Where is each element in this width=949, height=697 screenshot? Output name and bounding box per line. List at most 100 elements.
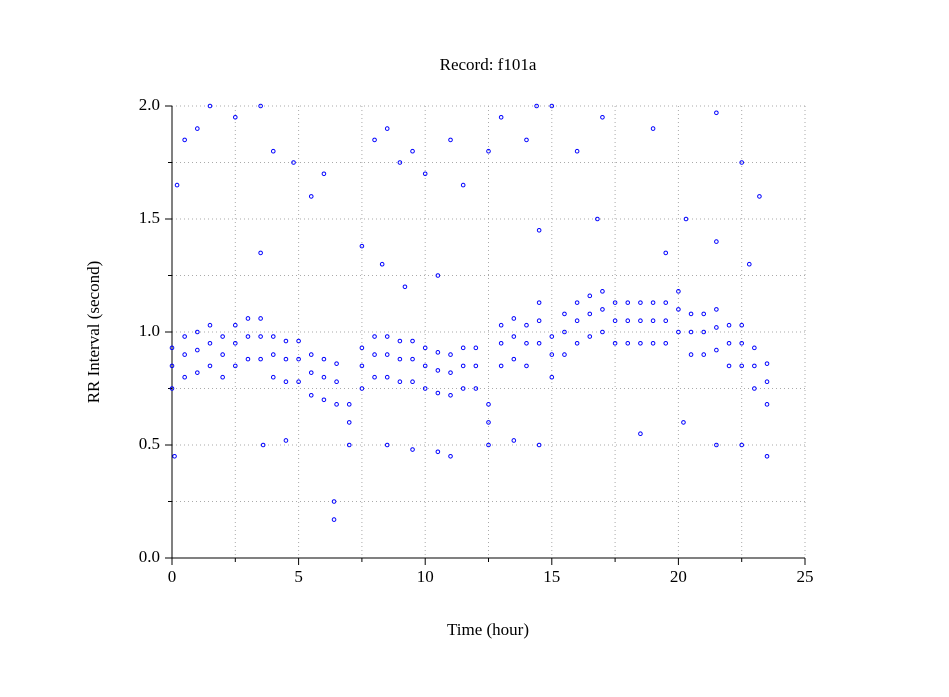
point (258, 356, 263, 362)
point (321, 171, 327, 177)
point (714, 347, 719, 353)
point (410, 148, 415, 154)
point (296, 379, 301, 385)
point (448, 352, 453, 357)
y-tick-label: 1.0 (139, 321, 160, 340)
point (587, 293, 593, 299)
point (688, 311, 694, 317)
point (460, 363, 466, 369)
x-axis-label: Time (hour) (447, 620, 529, 639)
point (435, 390, 441, 396)
point (258, 334, 263, 339)
point (372, 352, 377, 357)
point (372, 334, 377, 339)
y-tick-label: 0.5 (139, 434, 160, 453)
point (296, 356, 301, 362)
point (270, 148, 276, 154)
x-tick-label: 20 (670, 567, 687, 586)
point (638, 341, 643, 346)
point (752, 386, 757, 391)
point (752, 363, 757, 369)
point (331, 499, 337, 504)
point (739, 160, 745, 165)
point (600, 289, 605, 294)
point (384, 334, 390, 339)
point (663, 250, 669, 256)
point (435, 449, 441, 455)
point (258, 250, 263, 256)
point (435, 368, 441, 373)
point (308, 392, 314, 398)
point (169, 386, 175, 391)
point (683, 216, 689, 222)
point (663, 300, 669, 305)
point (195, 329, 200, 335)
point (207, 103, 213, 109)
point (511, 356, 517, 362)
point (498, 363, 504, 369)
point (764, 454, 770, 459)
point (169, 345, 175, 351)
point (473, 363, 479, 369)
point (233, 322, 238, 328)
point (650, 318, 656, 324)
y-tick-label: 1.5 (139, 208, 160, 227)
point (397, 338, 403, 344)
point (245, 334, 251, 339)
point (245, 356, 251, 362)
point (359, 386, 365, 391)
point (676, 289, 681, 294)
point (346, 420, 352, 425)
point (410, 379, 415, 385)
point (435, 350, 441, 355)
point (220, 352, 225, 357)
point (511, 438, 517, 443)
chart-title: Record: f101a (440, 55, 537, 74)
point (536, 300, 542, 305)
point (663, 318, 669, 324)
point (359, 243, 365, 249)
point (172, 454, 177, 459)
point (460, 182, 466, 188)
point (650, 341, 656, 346)
point (638, 431, 643, 437)
point (448, 392, 453, 398)
point (524, 322, 529, 328)
point (549, 352, 555, 357)
point (422, 171, 428, 177)
point (701, 329, 707, 335)
point (536, 341, 542, 346)
point (435, 273, 441, 278)
point (663, 341, 669, 346)
point (486, 420, 491, 425)
point (410, 447, 415, 452)
point (739, 442, 745, 448)
point (182, 352, 187, 357)
x-tick-label: 15 (543, 567, 560, 586)
point (397, 379, 403, 385)
point (612, 341, 618, 346)
point (195, 370, 200, 375)
point (587, 334, 593, 339)
point (372, 374, 377, 380)
point (291, 160, 296, 165)
point (331, 517, 337, 522)
point (650, 126, 656, 131)
point (726, 363, 732, 369)
point (422, 386, 428, 391)
point (612, 300, 618, 305)
point (764, 361, 770, 366)
point (600, 115, 605, 120)
point (688, 352, 694, 357)
point (283, 438, 289, 443)
point (182, 374, 187, 380)
point (182, 334, 187, 339)
point (562, 311, 567, 317)
x-tick-label: 10 (417, 567, 434, 586)
point (511, 316, 517, 321)
point (258, 316, 263, 321)
point (402, 284, 408, 290)
point (524, 137, 529, 143)
point (701, 352, 707, 357)
point (384, 126, 390, 131)
